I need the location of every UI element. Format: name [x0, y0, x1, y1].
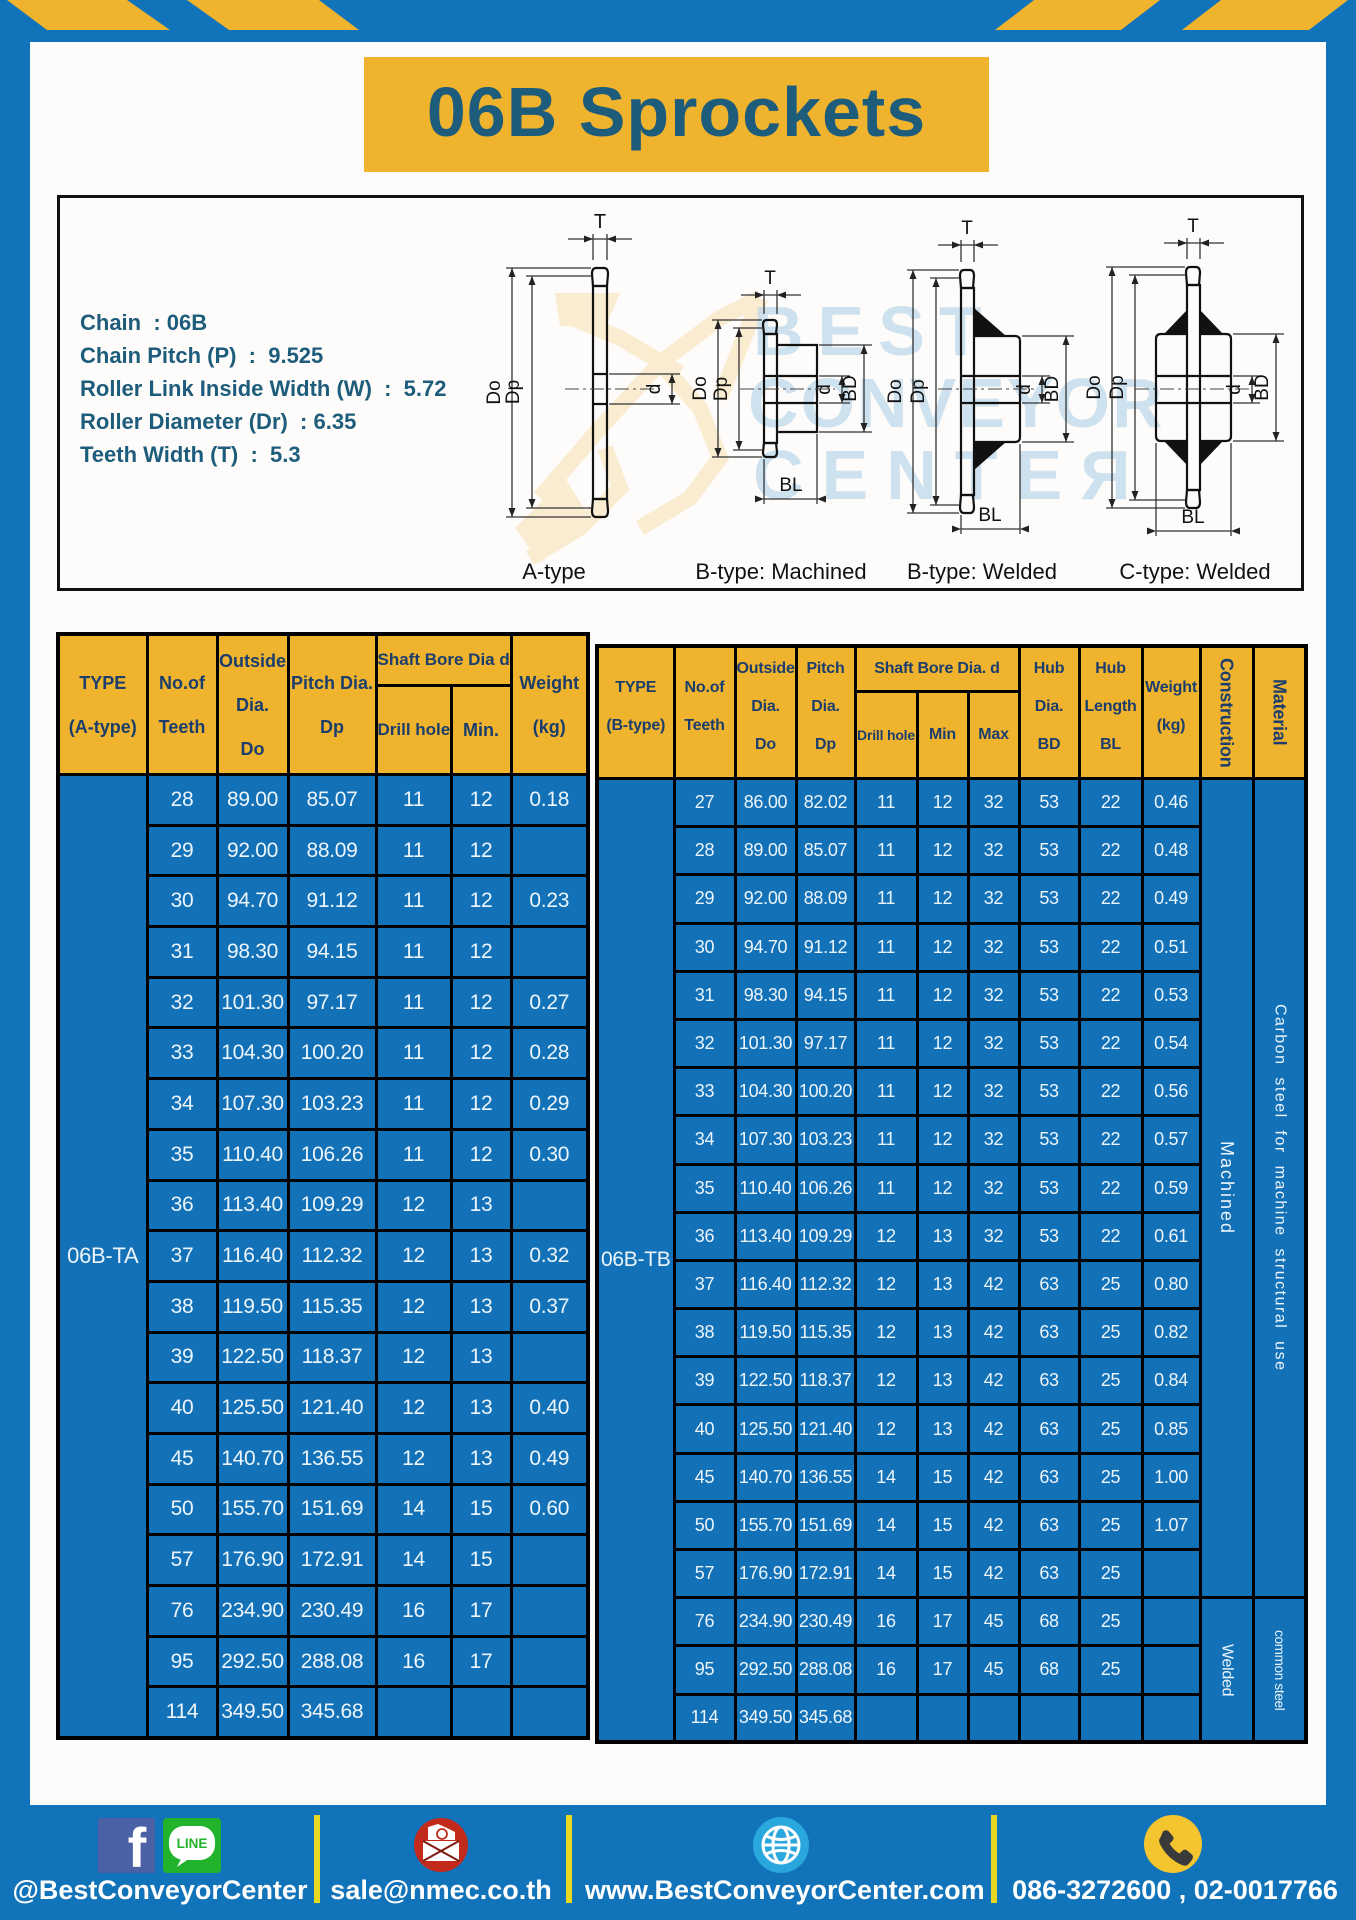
- svg-text:Do: Do: [1084, 375, 1105, 399]
- svg-text:d: d: [1014, 384, 1035, 395]
- svg-text:Do: Do: [484, 380, 505, 404]
- svg-text:T: T: [961, 218, 973, 239]
- svg-text:A-type: A-type: [522, 559, 586, 584]
- svg-text:B-type: Welded: B-type: Welded: [907, 559, 1057, 584]
- svg-text:T: T: [594, 211, 606, 233]
- svg-text:Dp: Dp: [1107, 375, 1128, 399]
- svg-text:Dp: Dp: [711, 377, 732, 401]
- svg-text:BD: BD: [840, 375, 861, 401]
- svg-text:Do: Do: [885, 379, 906, 403]
- svg-text:d: d: [1224, 384, 1245, 395]
- svg-text:T: T: [1187, 216, 1199, 237]
- svg-text:f: f: [128, 1816, 147, 1879]
- svg-text:Dp: Dp: [908, 379, 929, 403]
- svg-text:BL: BL: [779, 475, 802, 496]
- svg-text:BEST: BEST: [753, 292, 996, 370]
- svg-text:CENTEЯ: CENTEЯ: [753, 436, 1149, 514]
- svg-text:BL: BL: [1181, 507, 1204, 528]
- svg-text:BD: BD: [1042, 376, 1063, 402]
- svg-text:BD: BD: [1252, 374, 1273, 400]
- svg-text:BL: BL: [978, 505, 1001, 526]
- svg-text:Dp: Dp: [503, 380, 524, 404]
- svg-text:LINE: LINE: [177, 1836, 208, 1851]
- svg-text:d: d: [814, 384, 835, 395]
- svg-text:C-type: Welded: C-type: Welded: [1119, 559, 1270, 584]
- svg-text:d: d: [644, 384, 665, 395]
- svg-text:Do: Do: [690, 376, 711, 400]
- svg-text:T: T: [764, 268, 776, 289]
- svg-text:B-type: Machined: B-type: Machined: [695, 559, 866, 584]
